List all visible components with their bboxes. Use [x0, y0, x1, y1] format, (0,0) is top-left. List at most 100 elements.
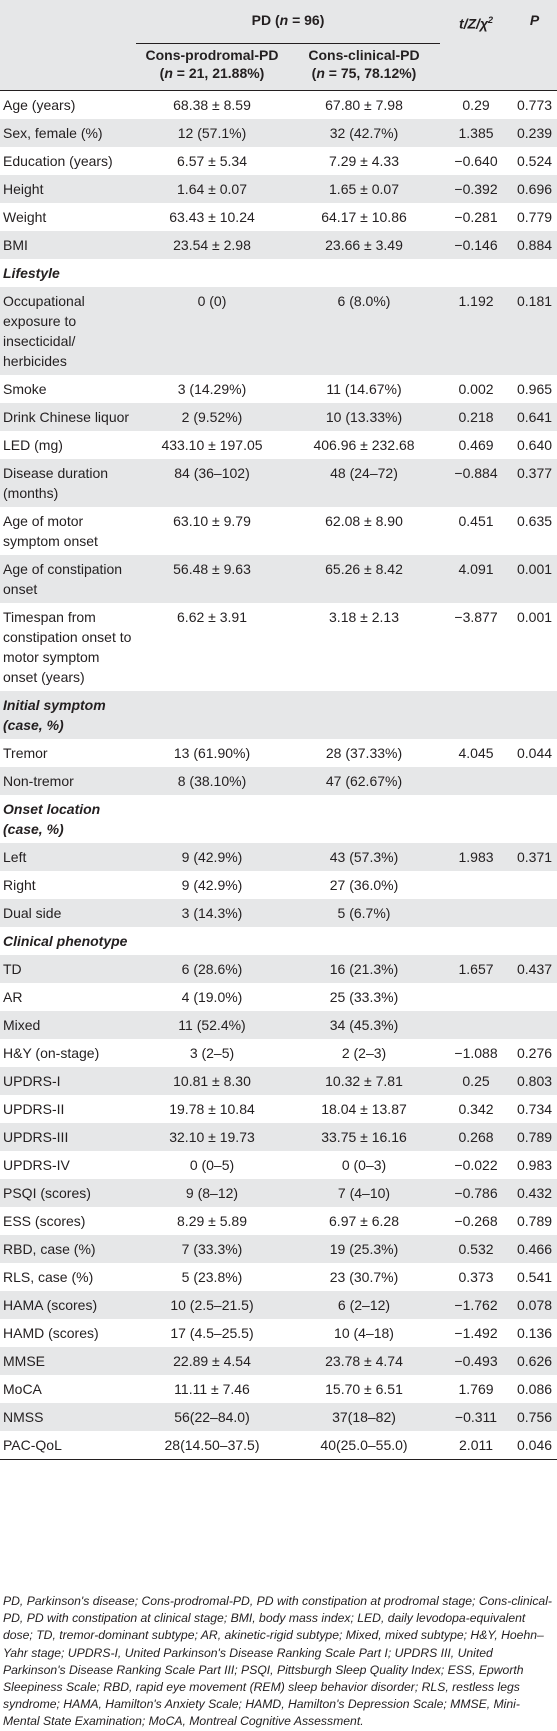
- stat-value: 0.342: [458, 1101, 494, 1118]
- group2-n: (n = 75, 78.12%): [311, 65, 417, 82]
- group1-value: 28(14.50–37.5): [136, 1431, 288, 1461]
- stat-value: −3.877: [454, 609, 498, 626]
- group1-value: 84 (36–102): [136, 459, 288, 508]
- empty-cell: [288, 927, 440, 955]
- group2-value: 10 (4–18): [334, 1325, 394, 1342]
- table-row: Height 1.64 ± 0.07 1.65 ± 0.07 −0.392 0.696: [0, 175, 557, 204]
- p-value: 0.983: [516, 1157, 553, 1174]
- group2-value: 10.32 ± 7.81: [288, 1067, 441, 1096]
- header-group2: Cons-clinical-PD (n = 75, 78.12%): [288, 43, 441, 91]
- p-value: 0.466: [512, 1235, 557, 1264]
- header-p: P: [512, 0, 557, 44]
- p-value: 0.001: [512, 555, 557, 604]
- p-value: 0.965: [516, 381, 553, 398]
- stat-value: −0.022: [454, 1157, 498, 1174]
- stat-value: 4.045: [458, 745, 494, 762]
- empty-cell: [288, 795, 440, 843]
- group2-value: 2 (2–3): [341, 1045, 387, 1062]
- table-row: UPDRS-II 19.78 ± 10.84 18.04 ± 13.87 0.342 0…: [0, 1095, 557, 1123]
- table-row: HAMD (scores) 17 (4.5–25.5) 10 (4–18) −1.49…: [0, 1319, 557, 1347]
- stat-value: −0.884: [440, 459, 513, 508]
- stat-value: 0.268: [440, 1123, 513, 1152]
- table-row: Weight 63.43 ± 10.24 64.17 ± 10.86 −0.281 0.…: [0, 203, 557, 231]
- group2-value: 23 (30.7%): [329, 1269, 399, 1286]
- stat-value: −0.311: [440, 1403, 513, 1432]
- pd-group-label: PD (n = 96): [251, 12, 325, 28]
- group2-value: 40(25.0–55.0): [288, 1431, 441, 1461]
- group2-value: 6.97 ± 6.28: [329, 1213, 399, 1230]
- group2-value: 27 (36.0%): [329, 877, 399, 894]
- row-label: Timespan from constipation onset to moto…: [3, 609, 132, 686]
- group2-value: 65.26 ± 8.42: [288, 555, 441, 604]
- table-row: Left 9 (42.9%) 43 (57.3%) 1.983 0.371: [0, 843, 557, 872]
- group1-value: 10.81 ± 8.30: [136, 1067, 288, 1096]
- group1-value: 3 (2–5): [189, 1045, 235, 1062]
- table-row: Timespan from constipation onset to moto…: [0, 603, 557, 691]
- group1-value: 68.38 ± 8.59: [173, 97, 251, 114]
- group2-value: 6 (8.0%): [288, 287, 441, 376]
- table-row: UPDRS-I 10.81 ± 8.30 10.32 ± 7.81 0.25 0.803: [0, 1067, 557, 1096]
- group2-value: 28 (37.33%): [325, 745, 403, 762]
- row-label: HAMD (scores): [3, 1325, 99, 1342]
- table-row: MoCA 11.11 ± 7.46 15.70 ± 6.51 1.769 0.086: [0, 1375, 557, 1403]
- row-label: UPDRS-IV: [3, 1157, 70, 1174]
- stat-value: −0.493: [440, 1347, 513, 1376]
- section-row: Lifestyle: [0, 259, 557, 287]
- row-label: TD: [0, 955, 136, 984]
- stat-value: [440, 899, 513, 928]
- table-row: Age (years) 68.38 ± 8.59 67.80 ± 7.98 0.29 0…: [0, 91, 557, 120]
- row-label: AR: [3, 989, 23, 1006]
- group2-value: 3.18 ± 2.13: [329, 609, 399, 626]
- table-row: NMSS 56(22–84.0) 37(18–82) −0.311 0.756: [0, 1403, 557, 1432]
- stat-value: 0.218: [440, 403, 513, 432]
- group1-value: 8 (38.10%): [136, 767, 288, 796]
- group2-value: 19 (25.3%): [288, 1235, 441, 1264]
- stat-value: 0.002: [458, 381, 494, 398]
- empty-cell: [512, 927, 557, 955]
- header-row-top: PD (n = 96) t/Z/χ2 P: [0, 0, 557, 44]
- stat-value: 1.769: [458, 1381, 494, 1398]
- row-label: Tremor: [3, 745, 48, 762]
- group1-value: 7 (33.3%): [136, 1235, 288, 1264]
- group1-value: 19.78 ± 10.84: [169, 1101, 255, 1118]
- group2-value: 406.96 ± 232.68: [313, 437, 415, 454]
- empty-cell: [440, 795, 512, 843]
- group1-value: 9 (42.9%): [181, 877, 243, 894]
- group2-value: 67.80 ± 7.98: [325, 97, 403, 114]
- table-row: Non-tremor 8 (38.10%) 47 (62.67%): [0, 767, 557, 796]
- group2-value: 10 (13.33%): [288, 403, 441, 432]
- p-value: [512, 1011, 557, 1040]
- table-row: UPDRS-IV 0 (0–5) 0 (0–3) −0.022 0.983: [0, 1151, 557, 1179]
- p-value: 0.541: [516, 1269, 553, 1286]
- empty-cell: [288, 691, 441, 740]
- group1-value: 6.62 ± 3.91: [177, 609, 247, 626]
- group1-value: 0 (0): [136, 287, 288, 376]
- stat-value: 0.469: [458, 437, 494, 454]
- group1-value: 13 (61.90%): [173, 745, 251, 762]
- group1-value: 56(22–84.0): [136, 1403, 288, 1432]
- p-value: 0.789: [516, 1213, 553, 1230]
- group2-value: 48 (24–72): [288, 459, 441, 508]
- p-value: 0.078: [512, 1291, 557, 1320]
- row-label: Mixed: [0, 1011, 136, 1040]
- group2-value: 62.08 ± 8.90: [325, 513, 403, 530]
- empty-cell: [512, 259, 557, 287]
- group1-value: 3 (14.29%): [177, 381, 247, 398]
- header-blank-2: [0, 43, 136, 91]
- table-body: Age (years) 68.38 ± 8.59 67.80 ± 7.98 0.29 0…: [0, 91, 557, 1461]
- group1-value: 23.54 ± 2.98: [136, 231, 288, 260]
- group1-value: 22.89 ± 4.54: [136, 1347, 288, 1376]
- group1-value: 11.11 ± 7.46: [174, 1381, 250, 1398]
- row-label: Drink Chinese liquor: [0, 403, 136, 432]
- p-value: 0.377: [512, 459, 557, 508]
- p-value: 0.044: [516, 745, 553, 762]
- row-label: HAMA (scores): [0, 1291, 136, 1320]
- empty-cell: [512, 691, 557, 740]
- group1-value: 32.10 ± 19.73: [136, 1123, 288, 1152]
- row-label: Disease duration (months): [0, 459, 136, 508]
- empty-cell: [136, 259, 288, 287]
- row-label: PSQI (scores): [0, 1179, 136, 1208]
- row-label: LED (mg): [3, 437, 63, 454]
- group2-value: 15.70 ± 6.51: [325, 1381, 403, 1398]
- stat-value: [440, 983, 512, 1011]
